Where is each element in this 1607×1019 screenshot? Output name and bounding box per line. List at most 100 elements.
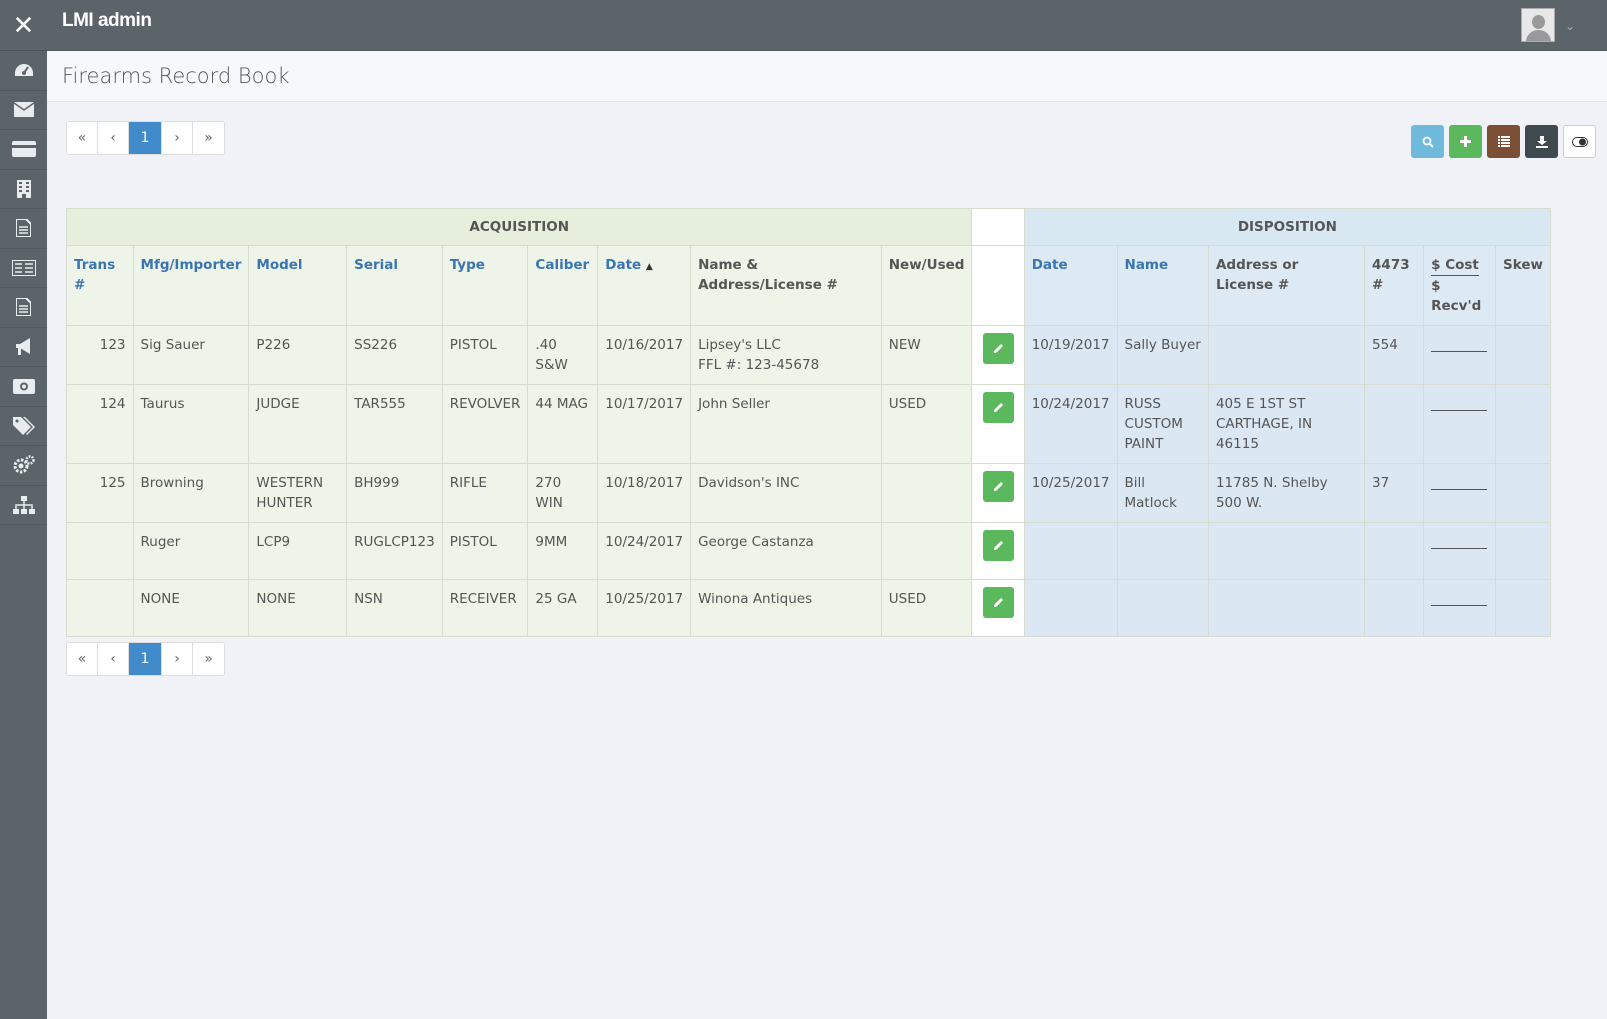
cell-edit [971,384,1025,464]
page-title: Firearms Record Book [62,64,290,88]
toggle-button[interactable] [1563,125,1596,158]
name-address-line2: FFL #: 123-45678 [698,357,820,373]
edit-button[interactable] [982,530,1014,561]
download-button[interactable] [1525,125,1558,158]
cell-serial: SS226 [346,325,443,385]
cell-cost [1423,384,1496,464]
page-1-button[interactable]: 1 [129,643,162,675]
col-date-label: Date [605,257,642,273]
col-caliber[interactable]: Caliber [527,245,599,326]
col-date[interactable]: Date ▲ [597,245,692,326]
avatar[interactable] [1521,8,1555,42]
cell-type: RECEIVER [441,579,529,637]
tags-icon[interactable] [0,407,47,446]
list-view-button[interactable] [1487,125,1520,158]
sidebar [0,51,47,1019]
edit-button[interactable] [982,333,1014,364]
pencil-icon [993,482,1003,491]
next-page-button[interactable]: › [162,122,193,154]
dashboard-icon[interactable] [0,51,47,91]
name-address-line1: George Castanza [698,534,814,550]
cell-trans: 125 [66,463,134,523]
building-icon[interactable] [0,170,47,209]
cell-edit [971,579,1025,637]
cell-disp-name [1116,579,1209,637]
cell-caliber: 44 MAG [527,384,599,464]
cell-serial: NSN [346,579,443,637]
cell-disp-date: 10/25/2017 [1023,463,1118,523]
table-row: NONE NONE NSN RECEIVER 25 GA 10/25/2017 Winona… [66,579,1552,637]
cell-date: 10/16/2017 [597,325,692,385]
first-page-button[interactable]: « [67,122,98,154]
sort-asc-icon: ▲ [645,262,653,272]
cell-cost [1423,579,1496,637]
cell-model: LCP9 [248,522,348,580]
name-address-line1: John Seller [698,396,770,412]
page-1-button[interactable]: 1 [129,122,162,154]
cost-input-line[interactable] [1431,537,1488,549]
cost-input-line[interactable] [1431,478,1488,490]
cell-disp-address [1207,522,1366,580]
firearms-table: ACQUISITION DISPOSITION Trans # Mfg/Impo… [65,208,1552,637]
cell-new-used: USED [880,579,973,637]
col-new-used: New/Used [880,245,973,326]
list-icon [1497,136,1510,147]
app-title: LMI admin [62,10,152,31]
cell-caliber: 25 GA [527,579,599,637]
envelope-icon[interactable] [0,91,47,130]
prev-page-button[interactable]: ‹ [98,643,129,675]
cell-4473: 37 [1364,463,1425,523]
edit-button[interactable] [982,471,1014,502]
col-serial[interactable]: Serial [346,245,443,326]
cell-type: PISTOL [441,325,529,385]
search-button[interactable] [1411,125,1444,158]
cell-cost [1423,522,1496,580]
cell-serial: BH999 [346,463,443,523]
last-page-button[interactable]: » [193,122,224,154]
pagination-bottom: « ‹ 1 › » [66,642,225,676]
cell-caliber: .40 S&W [527,325,599,385]
cogs-icon[interactable] [0,446,47,486]
document-icon[interactable] [0,209,47,249]
prev-page-button[interactable]: ‹ [98,122,129,154]
col-mfg[interactable]: Mfg/Importer [132,245,250,326]
cell-disp-address: 11785 N. Shelby 500 W. [1207,463,1366,523]
col-trans[interactable]: Trans # [66,245,134,326]
cell-disp-date [1023,522,1118,580]
col-type[interactable]: Type [441,245,529,326]
col-disp-name[interactable]: Name [1116,245,1209,326]
cell-disp-address [1207,579,1366,637]
edit-button[interactable] [982,587,1014,618]
cell-skew [1494,384,1552,464]
next-page-button[interactable]: › [162,643,193,675]
file-icon[interactable] [0,288,47,328]
cell-mfg: Sig Sauer [132,325,250,385]
cost-input-line[interactable] [1431,399,1488,411]
sitemap-icon[interactable] [0,486,47,525]
cell-disp-address: 405 E 1ST ST CARTHAGE, IN 46115 [1207,384,1366,464]
cell-4473 [1364,384,1425,464]
cell-skew [1494,579,1552,637]
col-disp-date[interactable]: Date [1023,245,1118,326]
cell-cost [1423,463,1496,523]
cell-model: JUDGE [248,384,348,464]
name-address-line1: Davidson's INC [698,475,800,491]
cell-skew [1494,522,1552,580]
add-button[interactable] [1449,125,1482,158]
col-disp-address: Address or License # [1207,245,1366,326]
col-model[interactable]: Model [248,245,348,326]
cell-model: WESTERN HUNTER [248,463,348,523]
close-icon[interactable]: ✕ [12,10,35,41]
last-page-button[interactable]: » [193,643,224,675]
cell-4473: 554 [1364,325,1425,385]
first-page-button[interactable]: « [67,643,98,675]
newspaper-icon[interactable] [0,249,47,288]
money-icon[interactable] [0,367,47,407]
chevron-down-icon[interactable]: ⌄ [1564,19,1575,33]
edit-button[interactable] [982,392,1014,423]
cell-caliber: 9MM [527,522,599,580]
megaphone-icon[interactable] [0,328,47,367]
cost-input-line[interactable] [1431,594,1488,606]
credit-card-icon[interactable] [0,130,47,170]
cost-input-line[interactable] [1431,340,1488,352]
